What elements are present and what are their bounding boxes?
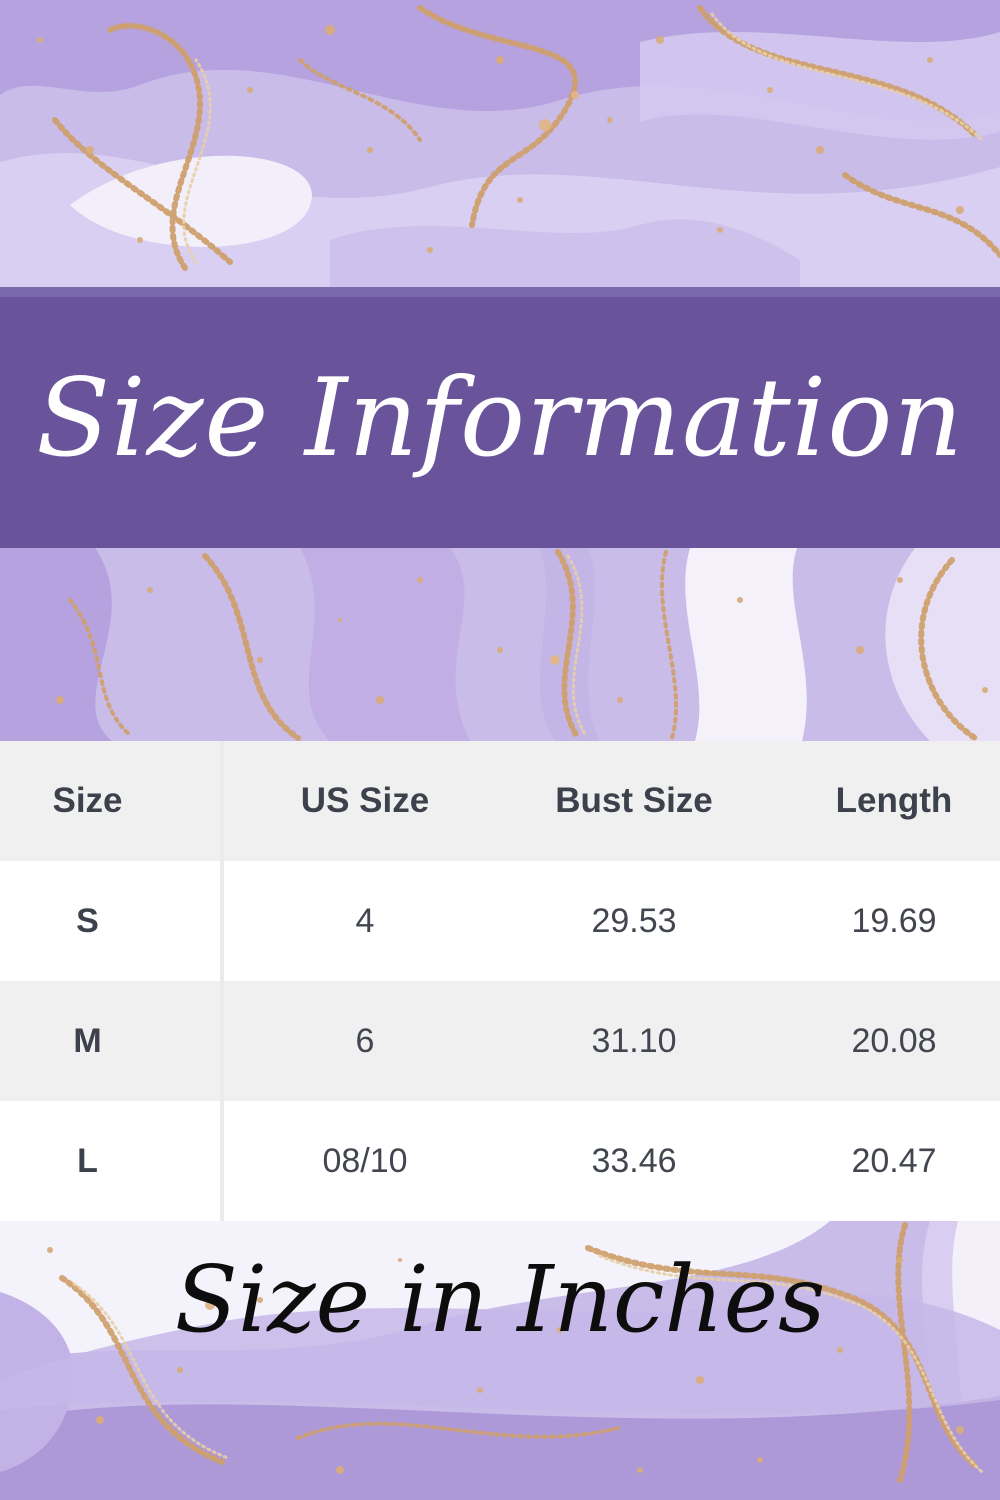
header-size: Size xyxy=(0,741,224,861)
us-size-cell: 08/10 xyxy=(322,1141,408,1180)
length-cell: 19.69 xyxy=(851,901,937,940)
table-row-s: S 4 29.53 19.69 xyxy=(0,861,1000,981)
size-cell: L xyxy=(0,1101,224,1221)
gold-speckles xyxy=(37,25,988,1474)
table-row-l: L 08/10 33.46 20.47 xyxy=(0,1101,1000,1221)
units-caption: Size in Inches xyxy=(174,1246,826,1353)
size-cell: M xyxy=(0,981,224,1101)
bust-size-cell: 31.10 xyxy=(591,1021,677,1060)
size-table: Size US Size Bust Size Length S 4 29.53 … xyxy=(0,741,1000,1221)
gold-vein-highlights xyxy=(72,12,984,1474)
header-us-size: US Size xyxy=(300,781,430,820)
table-header-row: Size US Size Bust Size Length xyxy=(0,741,1000,861)
size-cell: S xyxy=(0,861,224,981)
header-length: Length xyxy=(835,781,953,820)
title-banner: Size Information xyxy=(0,297,1000,548)
header-bust-size: Bust Size xyxy=(555,781,713,820)
page-title: Size Information xyxy=(36,356,964,481)
us-size-cell: 6 xyxy=(355,1021,375,1060)
bust-size-cell: 33.46 xyxy=(591,1141,677,1180)
length-cell: 20.47 xyxy=(851,1141,937,1180)
table-row-m: M 6 31.10 20.08 xyxy=(0,981,1000,1101)
length-cell: 20.08 xyxy=(851,1021,937,1060)
gold-veins xyxy=(52,5,1000,1483)
us-size-cell: 4 xyxy=(355,901,375,940)
bust-size-cell: 29.53 xyxy=(591,901,677,940)
